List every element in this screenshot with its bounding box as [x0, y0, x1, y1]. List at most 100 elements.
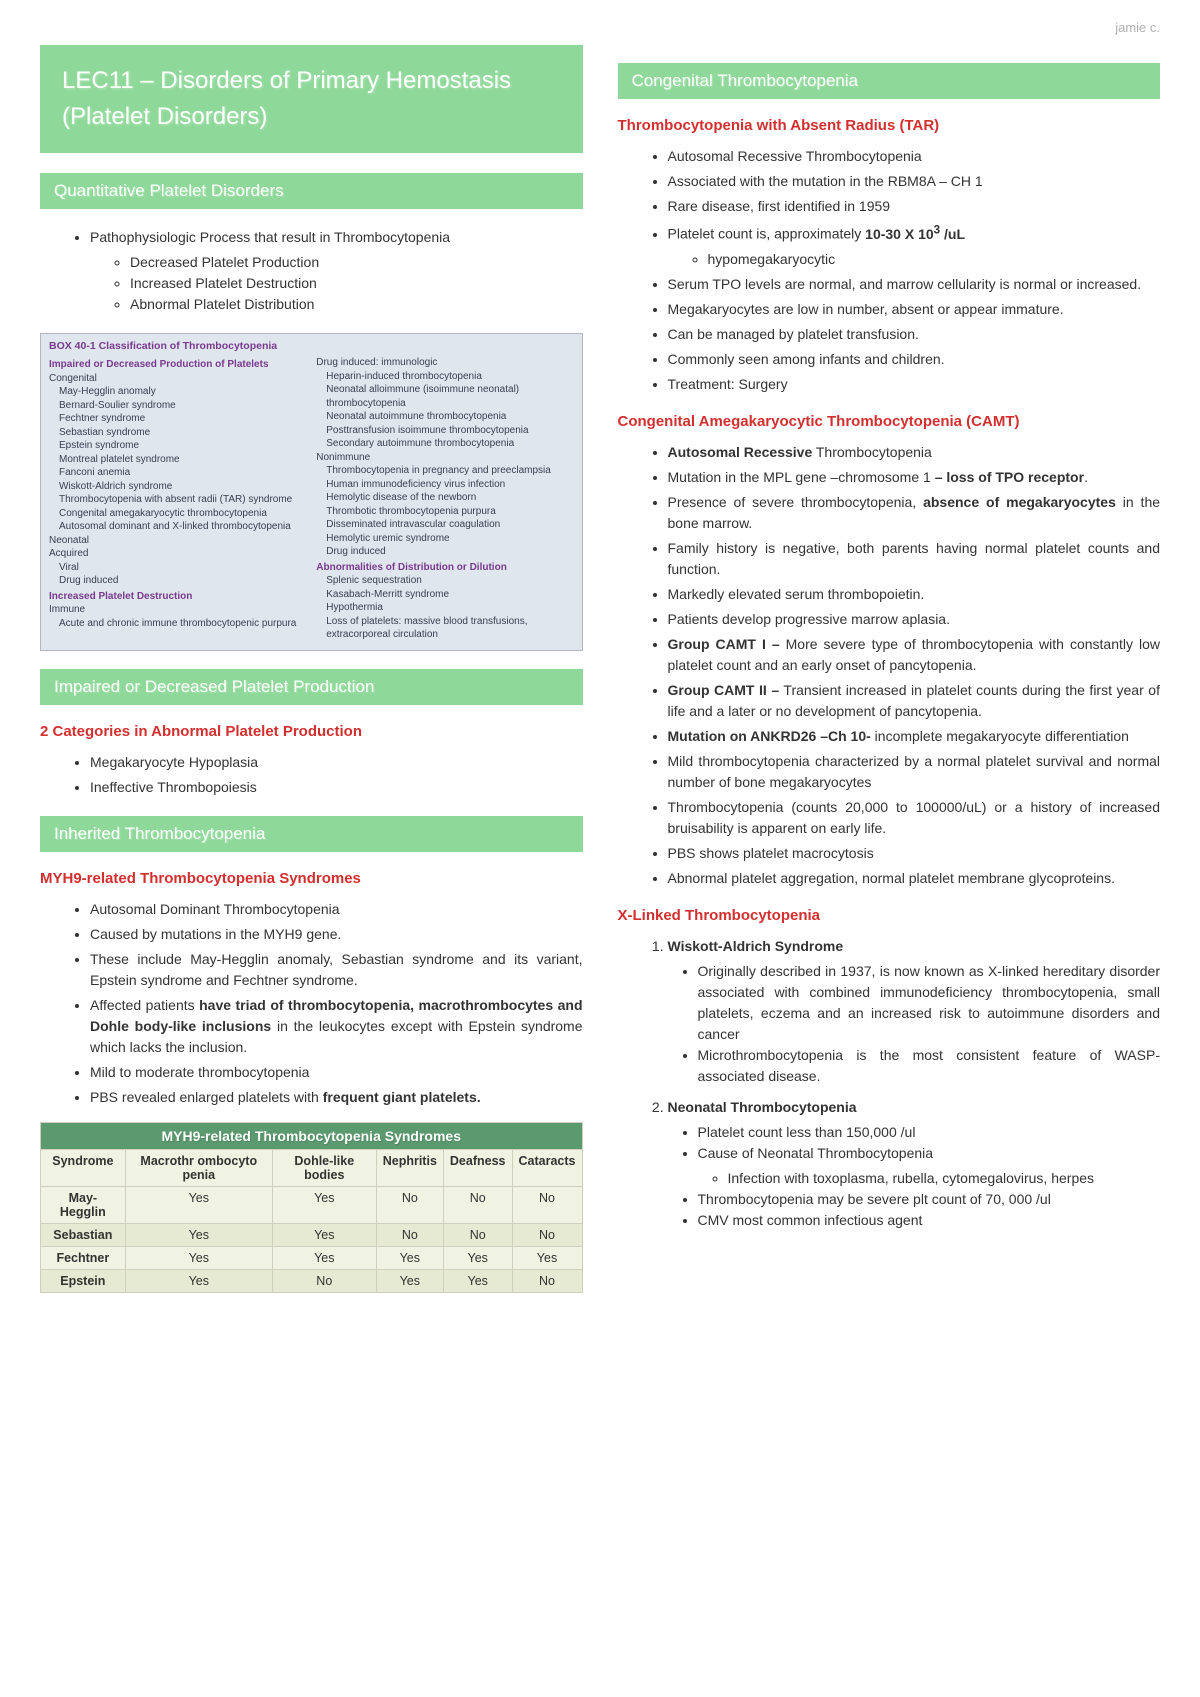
list-item: Commonly seen among infants and children… [668, 349, 1161, 370]
list-item: Can be managed by platelet transfusion. [668, 324, 1161, 345]
box-line: Nonimmune [316, 451, 573, 465]
list-item: Mutation on ANKRD26 –Ch 10- incomplete m… [668, 726, 1161, 747]
list-item: Family history is negative, both parents… [668, 538, 1161, 580]
table-cell: Sebastian [41, 1223, 126, 1246]
subheading: 2 Categories in Abnormal Platelet Produc… [40, 723, 583, 740]
table-cell: No [443, 1223, 512, 1246]
left-column: LEC11 – Disorders of Primary Hemostasis … [40, 45, 583, 1293]
box-line: May-Hegglin anomaly [49, 385, 306, 399]
table-cell: Epstein [41, 1269, 126, 1292]
right-column: Congenital Thrombocytopenia Thrombocytop… [618, 45, 1161, 1293]
box-line: Posttransfusion isoimmune thrombocytopen… [316, 424, 573, 438]
table-header: Macrothr ombocyto penia [125, 1149, 272, 1186]
list-item: Thrombocytopenia may be severe plt count… [698, 1189, 1161, 1210]
table-cell: No [376, 1186, 443, 1223]
box-line: Fanconi anemia [49, 466, 306, 480]
list-item: Abnormal Platelet Distribution [130, 294, 583, 315]
table-header: Cataracts [512, 1149, 582, 1186]
subheading: MYH9-related Thrombocytopenia Syndromes [40, 870, 583, 887]
table-cell: Yes [272, 1223, 376, 1246]
page-title: LEC11 – Disorders of Primary Hemostasis … [40, 45, 583, 153]
list-item: Affected patients have triad of thromboc… [90, 995, 583, 1058]
box-line: Drug induced: immunologic [316, 356, 573, 370]
list-item: Group CAMT I – More severe type of throm… [668, 634, 1161, 676]
list-item: Treatment: Surgery [668, 374, 1161, 395]
table-cell: No [443, 1186, 512, 1223]
table-cell: No [376, 1223, 443, 1246]
box-line: Congenital amegakaryocytic thrombocytope… [49, 507, 306, 521]
box-line: Epstein syndrome [49, 439, 306, 453]
list-item: Platelet count is, approximately 10-30 X… [668, 221, 1161, 270]
list-item: Neonatal ThrombocytopeniaPlatelet count … [668, 1097, 1161, 1231]
box-line: Acquired [49, 547, 306, 561]
table-caption: MYH9-related Thrombocytopenia Syndromes [41, 1122, 583, 1149]
list-item: Infection with toxoplasma, rubella, cyto… [728, 1168, 1161, 1189]
section-congenital: Congenital Thrombocytopenia [618, 63, 1161, 99]
list-item: Increased Platelet Destruction [130, 273, 583, 294]
list-item: Abnormal platelet aggregation, normal pl… [668, 868, 1161, 889]
box-line: Drug induced [316, 545, 573, 559]
list-item: hypomegakaryocytic [708, 249, 1161, 270]
table-cell: Yes [125, 1269, 272, 1292]
section-inherited: Inherited Thrombocytopenia [40, 816, 583, 852]
box-line: Human immunodeficiency virus infection [316, 478, 573, 492]
section-quantitative: Quantitative Platelet Disorders [40, 173, 583, 209]
section-impaired: Impaired or Decreased Platelet Productio… [40, 669, 583, 705]
list-item: Thrombocytopenia (counts 20,000 to 10000… [668, 797, 1161, 839]
box-line: Viral [49, 561, 306, 575]
table-cell: Yes [125, 1223, 272, 1246]
table-cell: Yes [272, 1246, 376, 1269]
list-item: Autosomal Recessive Thrombocytopenia [668, 146, 1161, 167]
box-line: Neonatal autoimmune thrombocytopenia [316, 410, 573, 424]
table-cell: No [512, 1269, 582, 1292]
myh9-table: MYH9-related Thrombocytopenia Syndromes … [40, 1122, 583, 1293]
list-item: Mutation in the MPL gene –chromosome 1 –… [668, 467, 1161, 488]
subheading-camt: Congenital Amegakaryocytic Thrombocytope… [618, 413, 1161, 430]
list-item: PBS revealed enlarged platelets with fre… [90, 1087, 583, 1108]
box-line: Hemolytic uremic syndrome [316, 532, 573, 546]
list-item: Markedly elevated serum thrombopoietin. [668, 584, 1161, 605]
box-line: Immune [49, 603, 306, 617]
subheading-tar: Thrombocytopenia with Absent Radius (TAR… [618, 117, 1161, 134]
table-cell: Yes [272, 1186, 376, 1223]
table-cell: Yes [443, 1269, 512, 1292]
table-cell: No [272, 1269, 376, 1292]
list-item: Ineffective Thrombopoiesis [90, 777, 583, 798]
table-cell: Yes [443, 1246, 512, 1269]
box-line: Heparin-induced thrombocytopenia [316, 370, 573, 384]
list-item: Rare disease, first identified in 1959 [668, 196, 1161, 217]
box-line: Hemolytic disease of the newborn [316, 491, 573, 505]
table-header: Deafness [443, 1149, 512, 1186]
table-header: Syndrome [41, 1149, 126, 1186]
box-line: Kasabach-Merritt syndrome [316, 588, 573, 602]
list-item: Presence of severe thrombocytopenia, abs… [668, 492, 1161, 534]
box-line: Wiskott-Aldrich syndrome [49, 480, 306, 494]
box-title: BOX 40-1 Classification of Thrombocytope… [49, 340, 574, 352]
table-header: Dohle-like bodies [272, 1149, 376, 1186]
box-line: Thrombotic thrombocytopenia purpura [316, 505, 573, 519]
table-cell: May-Hegglin [41, 1186, 126, 1223]
box-line: Thrombocytopenia with absent radii (TAR)… [49, 493, 306, 507]
list-item: Cause of Neonatal ThrombocytopeniaInfect… [698, 1143, 1161, 1189]
list-item: These include May-Hegglin anomaly, Sebas… [90, 949, 583, 991]
box-line: Autosomal dominant and X-linked thromboc… [49, 520, 306, 534]
table-cell: Yes [125, 1246, 272, 1269]
list-item: Platelet count less than 150,000 /ul [698, 1122, 1161, 1143]
list-item: Associated with the mutation in the RBM8… [668, 171, 1161, 192]
box-line: Neonatal alloimmune (isoimmune neonatal)… [316, 383, 573, 410]
box-40-1: BOX 40-1 Classification of Thrombocytope… [40, 333, 583, 651]
subheading-xlinked: X-Linked Thrombocytopenia [618, 907, 1161, 924]
table-cell: No [512, 1186, 582, 1223]
list-item: Decreased Platelet Production [130, 252, 583, 273]
table-cell: Yes [376, 1246, 443, 1269]
text: Pathophysiologic Process that result in … [90, 229, 450, 245]
box-line: Splenic sequestration [316, 574, 573, 588]
list-item: Wiskott-Aldrich SyndromeOriginally descr… [668, 936, 1161, 1087]
box-line: Loss of platelets: massive blood transfu… [316, 615, 573, 642]
list-item: Autosomal Recessive Thrombocytopenia [668, 442, 1161, 463]
list-item: PBS shows platelet macrocytosis [668, 843, 1161, 864]
list-item: Megakaryocyte Hypoplasia [90, 752, 583, 773]
list-item: Originally described in 1937, is now kno… [698, 961, 1161, 1045]
list-item: Autosomal Dominant Thrombocytopenia [90, 899, 583, 920]
box-line: Acute and chronic immune thrombocytopeni… [49, 617, 306, 631]
